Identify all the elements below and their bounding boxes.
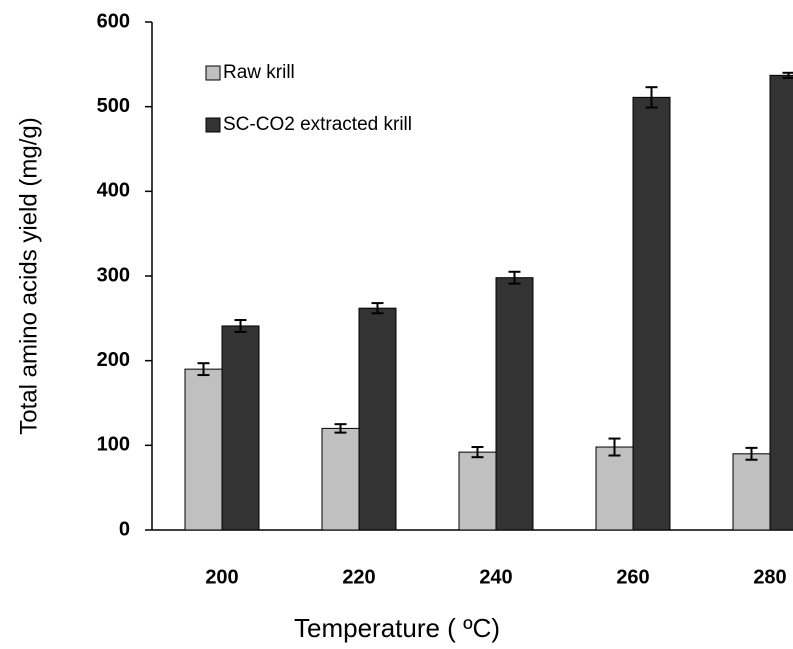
- legend-label: Raw krill: [223, 62, 295, 83]
- y-tick-label: 0: [119, 518, 130, 540]
- error-bar: [334, 423, 347, 434]
- error-bar: [234, 319, 247, 333]
- bar: [358, 307, 397, 531]
- bar: [221, 325, 260, 531]
- bar: [321, 427, 360, 531]
- error-bar: [471, 446, 484, 459]
- y-tick-label: 300: [97, 264, 130, 286]
- bar: [495, 277, 534, 531]
- x-tick-label: 240: [479, 566, 512, 588]
- x-tick-label: 260: [616, 566, 649, 588]
- bar: [769, 74, 793, 531]
- error-bar: [608, 437, 621, 457]
- legend-swatch: [205, 117, 221, 133]
- y-tick-label: 200: [97, 349, 130, 371]
- bar: [632, 96, 671, 531]
- bar: [458, 451, 497, 531]
- error-bar: [645, 86, 658, 109]
- x-axis-label: Temperature ( ºC): [294, 613, 500, 643]
- x-tick-label: 220: [342, 566, 375, 588]
- bar: [732, 453, 771, 531]
- y-axis-label: Total amino acids yield (mg/g): [15, 117, 42, 434]
- error-bar: [197, 362, 210, 377]
- legend-label: SC-CO2 extracted krill: [223, 114, 412, 135]
- bar: [595, 446, 634, 531]
- x-tick-label: 200: [205, 566, 238, 588]
- error-bar: [371, 302, 384, 315]
- error-bar: [745, 446, 758, 461]
- y-tick-label: 100: [97, 434, 130, 456]
- y-tick-label: 400: [97, 180, 130, 202]
- error-bar: [508, 270, 521, 285]
- y-tick-label: 500: [97, 95, 130, 117]
- legend-swatch: [205, 65, 221, 81]
- bar: [184, 368, 223, 531]
- x-tick-label: 280: [753, 566, 786, 588]
- y-tick-label: 600: [97, 10, 130, 32]
